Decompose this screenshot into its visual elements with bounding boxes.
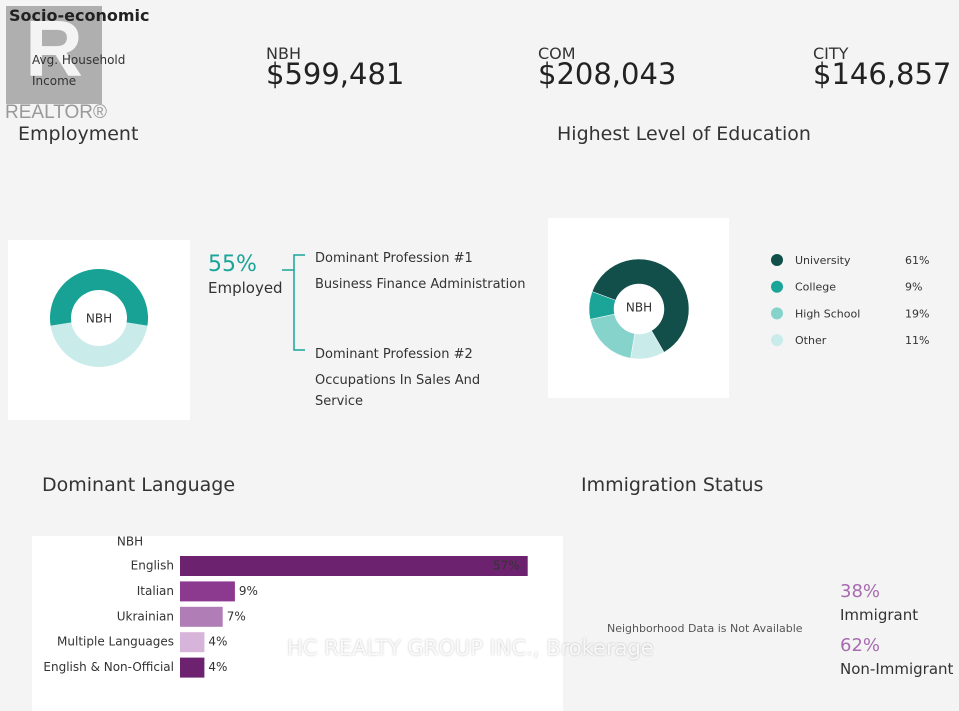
profession-name: Business Finance Administration <box>315 277 526 292</box>
donut-segment <box>589 313 636 359</box>
donut-center: NBH <box>626 301 652 315</box>
profession-heading: Dominant Profession #2 <box>315 347 473 362</box>
value-label: 57% <box>493 559 520 573</box>
legend-label: High School <box>795 307 860 320</box>
page-title: Socio-economic <box>9 6 150 25</box>
income-value: $599,481 <box>266 57 405 91</box>
panel <box>548 218 729 398</box>
bar <box>180 657 205 678</box>
section-title: Employment <box>18 123 139 145</box>
note: Neighborhood Data is Not Available <box>607 622 803 635</box>
section-title: Dominant Language <box>42 474 236 496</box>
logo-mark: R <box>6 4 102 104</box>
donut-segment <box>588 291 616 320</box>
value-label: 61% <box>905 254 929 267</box>
employed-label: Employed <box>208 279 283 297</box>
category-label: English <box>131 559 174 573</box>
immigration-label: Non-Immigrant <box>840 660 954 678</box>
label-line: Income <box>32 74 77 88</box>
value-label: 9% <box>239 584 258 598</box>
income-name: NBH <box>266 44 301 63</box>
value-label: 9% <box>905 281 922 294</box>
logo-text: REALTOR® <box>5 102 107 123</box>
immigration-value: 62% <box>840 635 881 656</box>
donut-segment <box>630 330 665 360</box>
category-label: Multiple Languages <box>57 635 174 649</box>
income-value: $208,043 <box>538 57 677 91</box>
value-label: 4% <box>208 660 227 674</box>
watermark: HC REALTY GROUP INC., Brokerage <box>287 636 654 660</box>
donut-center: NBH <box>86 312 112 326</box>
donut-segment <box>50 269 148 326</box>
bar <box>180 556 528 576</box>
section-title: Highest Level of Education <box>557 123 811 145</box>
bar <box>180 632 205 653</box>
income-label: Avg. Household Income <box>32 50 125 92</box>
label-line: Avg. Household <box>32 53 126 67</box>
bar <box>180 606 223 627</box>
income-name: CITY <box>813 44 849 63</box>
value-label: 4% <box>208 635 227 649</box>
legend-label: College <box>795 281 836 294</box>
legend-swatch <box>771 334 783 347</box>
bar <box>180 581 235 602</box>
income-name: COM <box>538 44 576 63</box>
profession-heading: Dominant Profession #1 <box>315 251 473 266</box>
legend-swatch <box>771 307 783 320</box>
legend-label: Other <box>795 334 827 347</box>
value-label: 11% <box>905 334 929 347</box>
category-label: Ukrainian <box>117 609 174 623</box>
category-label: English & Non-Official <box>43 660 174 674</box>
employed-value: 55% <box>208 252 257 277</box>
section-title: Immigration Status <box>581 474 764 496</box>
value-label: 19% <box>905 307 929 320</box>
value-label: 7% <box>227 609 246 623</box>
immigration-value: 38% <box>840 581 881 602</box>
legend-swatch <box>771 254 783 266</box>
category-label: Italian <box>137 584 174 598</box>
svg-text:R: R <box>25 4 83 93</box>
chart-subtitle: NBH <box>117 535 143 549</box>
legend-swatch <box>771 280 783 293</box>
bracket <box>282 254 305 351</box>
profession-name: Occupations In Sales And Service <box>315 373 481 409</box>
legend-label: University <box>795 254 851 267</box>
panel <box>8 240 190 420</box>
income-value: $146,857 <box>813 57 952 91</box>
immigration-label: Immigrant <box>840 606 919 624</box>
